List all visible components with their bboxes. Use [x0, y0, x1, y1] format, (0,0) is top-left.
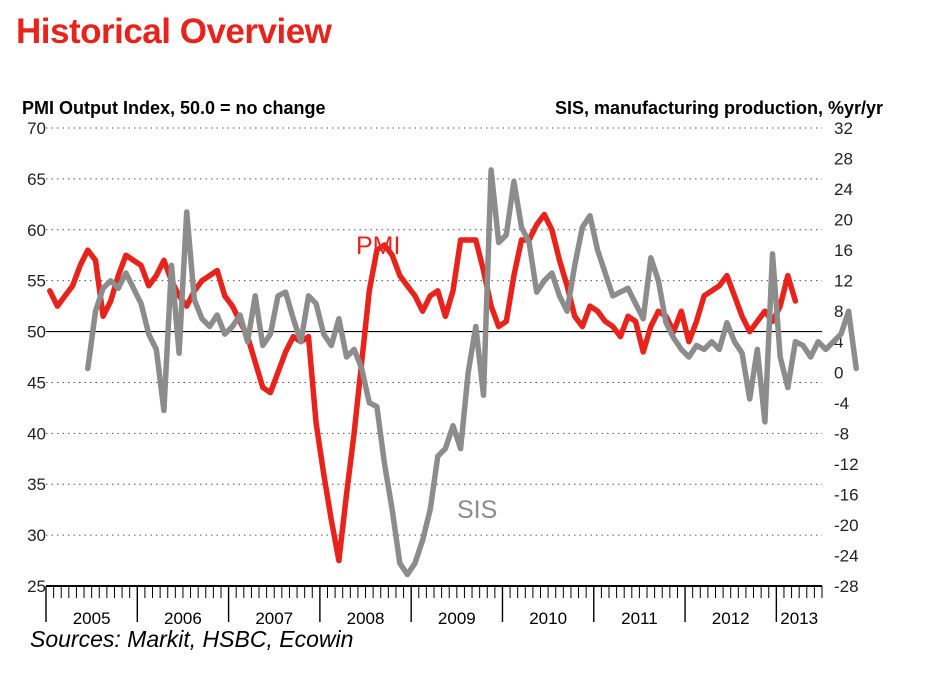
right-tick-label: -4 — [834, 394, 849, 413]
year-label: 2009 — [438, 609, 476, 628]
page-title: Historical Overview — [16, 12, 332, 51]
right-axis-title: SIS, manufacturing production, %yr/yr — [554, 98, 883, 118]
right-tick-label: 20 — [834, 211, 853, 230]
right-tick-label: -24 — [834, 546, 859, 565]
series-line-sis — [85, 167, 859, 578]
year-label: 2012 — [712, 609, 750, 628]
year-label: 2005 — [73, 609, 111, 628]
source-note: Sources: Markit, HSBC, Ecowin — [30, 626, 354, 652]
left-tick-label: 45 — [27, 373, 46, 392]
right-tick-label: 16 — [834, 241, 853, 260]
right-tick-label: -20 — [834, 516, 859, 535]
right-tick-label: 4 — [834, 333, 843, 352]
left-tick-label: 35 — [27, 475, 46, 494]
year-label: 2011 — [621, 609, 658, 628]
left-tick-label: 60 — [27, 221, 46, 240]
year-label: 2008 — [347, 609, 385, 628]
right-tick-label: -16 — [834, 485, 859, 504]
left-tick-label: 65 — [27, 170, 46, 189]
year-label: 2013 — [780, 609, 818, 628]
right-tick-label: 12 — [834, 272, 853, 291]
right-tick-label: -8 — [834, 424, 849, 443]
pmi-series-label: PMI — [356, 232, 400, 260]
left-axis-title: PMI Output Index, 50.0 = no change — [22, 98, 326, 118]
sis-series-label: SIS — [457, 496, 497, 524]
series-lines — [47, 167, 859, 578]
left-tick-label: 70 — [27, 119, 46, 138]
right-tick-label: 32 — [834, 119, 853, 138]
right-tick-label: -12 — [834, 455, 859, 474]
right-tick-label: 8 — [834, 302, 843, 321]
annotation-labels: PMI SIS — [356, 232, 497, 524]
year-label: 2010 — [529, 609, 567, 628]
year-label: 2007 — [255, 609, 293, 628]
axes: 25 30 35 40 45 50 55 60 65 70 -28 -24 -20 -16 -12 -8 -4 0… — [27, 119, 859, 628]
year-label: 2006 — [164, 609, 202, 628]
right-tick-label: 24 — [834, 180, 853, 199]
right-tick-label: 28 — [834, 150, 853, 169]
left-tick-label: 25 — [27, 577, 46, 596]
left-tick-label: 30 — [27, 526, 46, 545]
left-tick-label: 40 — [27, 424, 46, 443]
right-tick-label: 0 — [834, 363, 843, 382]
right-tick-label: -28 — [834, 577, 859, 596]
left-tick-label: 50 — [27, 323, 46, 342]
left-tick-label: 55 — [27, 272, 46, 291]
